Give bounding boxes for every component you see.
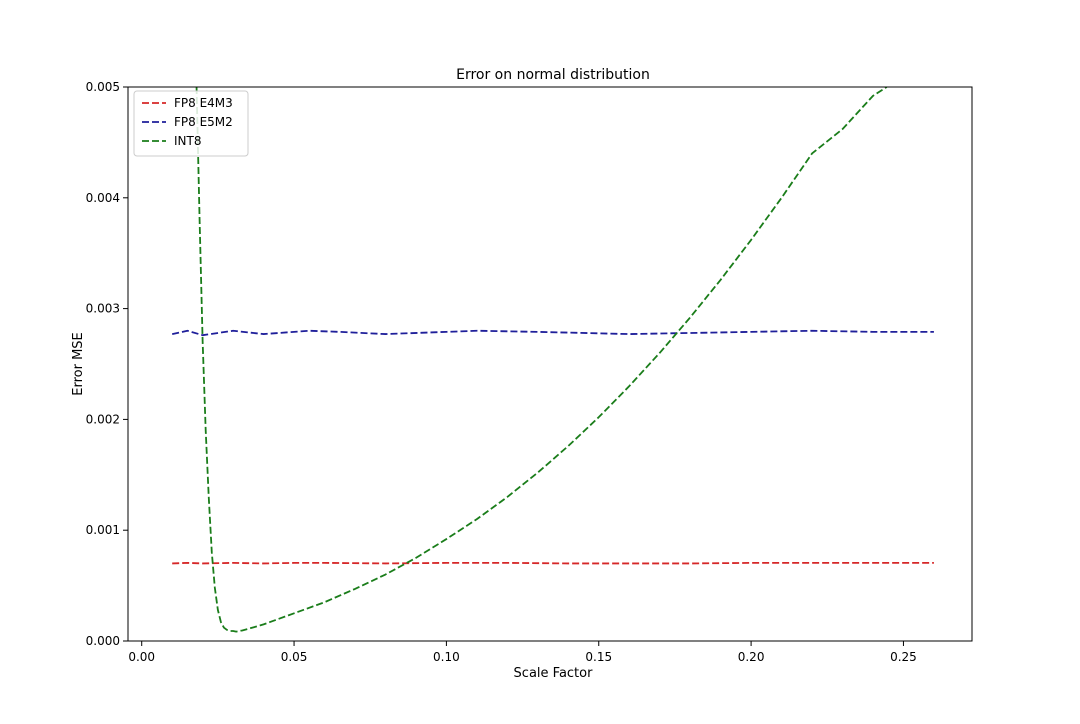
x-tick-label: 0.00 bbox=[128, 650, 155, 664]
y-tick-label: 0.004 bbox=[86, 191, 120, 205]
legend-label: FP8 E4M3 bbox=[174, 96, 233, 110]
x-axis-title: Scale Factor bbox=[514, 666, 594, 681]
y-tick-label: 0.003 bbox=[86, 302, 120, 316]
y-tick-label: 0.002 bbox=[86, 412, 120, 426]
legend-label: INT8 bbox=[174, 134, 201, 148]
plot-frame bbox=[127, 86, 973, 642]
legend-label: FP8 E5M2 bbox=[174, 115, 233, 129]
x-tick-label: 0.10 bbox=[433, 650, 460, 664]
y-tick-label: 0.001 bbox=[86, 523, 120, 537]
y-tick-label: 0.005 bbox=[86, 80, 120, 94]
legend: FP8 E4M3 FP8 E5M2 INT8 bbox=[133, 90, 249, 157]
y-tick-label: 0.000 bbox=[86, 634, 120, 648]
chart-title: Error on normal distribution bbox=[456, 67, 650, 83]
y-axis: 0.000 0.001 0.002 0.003 0.004 0.005 bbox=[86, 80, 128, 648]
series-line-fp8-e4m3 bbox=[172, 561, 934, 565]
x-tick-label: 0.25 bbox=[890, 650, 917, 664]
y-axis-title: Error MSE bbox=[71, 332, 86, 396]
series-line-fp8-e5m2 bbox=[171, 329, 934, 337]
series-layer bbox=[171, 87, 934, 633]
legend-box bbox=[133, 90, 249, 157]
x-axis: 0.00 0.05 0.10 0.15 0.20 0.25 bbox=[128, 641, 917, 664]
x-tick-label: 0.20 bbox=[738, 650, 765, 664]
x-tick-label: 0.05 bbox=[281, 650, 308, 664]
x-tick-label: 0.15 bbox=[585, 650, 612, 664]
